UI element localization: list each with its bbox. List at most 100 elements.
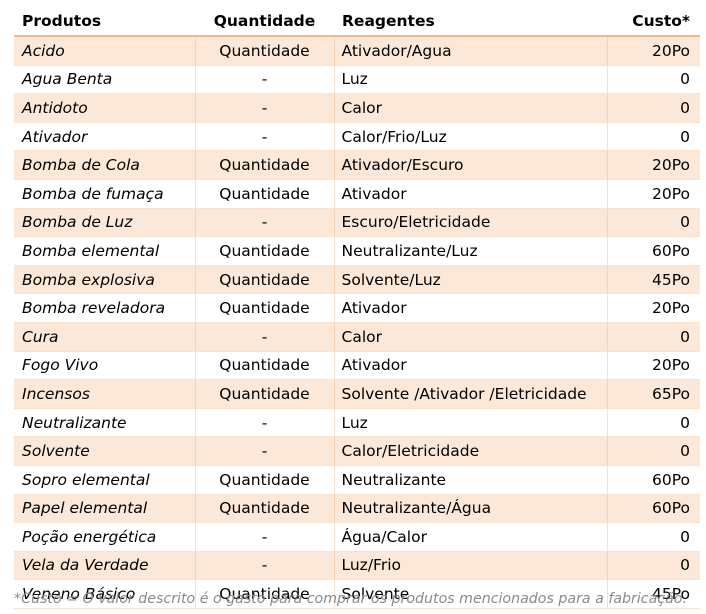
cost-cell: 60Po <box>606 494 700 524</box>
cost-cell: 20Po <box>606 36 700 66</box>
table-row: Fogo Vivo Quantidade Ativador 20Po <box>14 351 700 381</box>
cost-cell: 60Po <box>606 465 700 495</box>
table-body: Acido Quantidade Ativador/Agua 20Po Agua Be… <box>14 36 700 609</box>
cost-cell: 60Po <box>606 236 700 266</box>
table-row: Acido Quantidade Ativador/Agua 20Po <box>14 36 700 66</box>
cost-cell: 0 <box>606 208 700 238</box>
reagents-cell: Calor/Eletricidade <box>333 436 607 466</box>
product-cell: Antidoto <box>14 93 195 123</box>
cost-cell: 0 <box>606 436 700 466</box>
quantity-cell: - <box>194 322 334 352</box>
table-row: Bomba elemental Quantidade Neutralizante/L… <box>14 236 700 266</box>
table-row: Cura - Calor 0 <box>14 322 700 352</box>
table-row: Bomba de fumaça Quantidade Ativador 20Po <box>14 179 700 209</box>
product-cell: Agua Benta <box>14 65 195 95</box>
cost-cell: 0 <box>606 122 700 152</box>
table-row: Poção energética - Água/Calor 0 <box>14 522 700 552</box>
product-cell: Incensos <box>14 379 195 409</box>
product-cell: Bomba de fumaça <box>14 179 195 209</box>
cost-cell: 0 <box>606 65 700 95</box>
product-cell: Papel elemental <box>14 494 195 524</box>
quantity-cell: Quantidade <box>194 179 334 209</box>
quantity-cell: Quantidade <box>194 379 334 409</box>
table-row: Papel elemental Quantidade Neutralizante/Á… <box>14 494 700 524</box>
footnote: *Custo = O valor descrito é o gasto para… <box>14 591 687 607</box>
quantity-cell: Quantidade <box>194 36 334 66</box>
table-row: Sopro elemental Quantidade Neutralizante 60… <box>14 465 700 495</box>
quantity-cell: - <box>194 208 334 238</box>
table-row: Bomba de Cola Quantidade Ativador/Escuro 20… <box>14 150 700 180</box>
quantity-cell: Quantidade <box>194 465 334 495</box>
table-row: Bomba explosiva Quantidade Solvente/Luz 45P… <box>14 265 700 295</box>
product-cell: Bomba reveladora <box>14 293 195 323</box>
table-row: Bomba de Luz - Escuro/Eletricidade 0 <box>14 208 700 238</box>
product-cell: Neutralizante <box>14 408 195 438</box>
table-row: Vela da Verdade - Luz/Frio 0 <box>14 551 700 581</box>
product-cell: Bomba explosiva <box>14 265 195 295</box>
quantity-cell: - <box>194 551 334 581</box>
reagents-cell: Neutralizante/Luz <box>333 236 607 266</box>
quantity-cell: Quantidade <box>194 494 334 524</box>
cost-cell: 20Po <box>606 351 700 381</box>
product-cell: Ativador <box>14 122 195 152</box>
header-products: Produtos <box>14 6 195 37</box>
header-quantity: Quantidade <box>195 6 334 37</box>
cost-cell: 20Po <box>606 293 700 323</box>
quantity-cell: Quantidade <box>194 236 334 266</box>
header-cost: Custo* <box>607 6 700 37</box>
product-cell: Veneno Básico <box>14 579 195 609</box>
reagents-cell: Neutralizante/Água <box>333 494 607 524</box>
cost-cell: 45Po <box>606 265 700 295</box>
table-row: Solvente - Calor/Eletricidade 0 <box>14 436 700 466</box>
reagents-cell: Solvente <box>333 579 607 609</box>
cost-cell: 0 <box>606 522 700 552</box>
table-row: Incensos Quantidade Solvente /Ativador /El… <box>14 379 700 409</box>
cost-cell: 65Po <box>606 379 700 409</box>
products-table: Produtos Quantidade Reagentes Custo* Aci… <box>14 6 700 609</box>
reagents-cell: Água/Calor <box>333 522 607 552</box>
cost-cell: 0 <box>606 408 700 438</box>
product-cell: Bomba de Cola <box>14 150 195 180</box>
cost-cell: 0 <box>606 93 700 123</box>
table-row: Bomba reveladora Quantidade Ativador 20Po <box>14 293 700 323</box>
product-cell: Bomba de Luz <box>14 208 195 238</box>
reagents-cell: Luz <box>333 408 607 438</box>
reagents-cell: Luz <box>333 65 607 95</box>
reagents-cell: Ativador <box>333 179 607 209</box>
cost-cell: 20Po <box>606 179 700 209</box>
quantity-cell: Quantidade <box>194 351 334 381</box>
header-reagents: Reagentes <box>334 6 607 37</box>
product-cell: Cura <box>14 322 195 352</box>
cost-cell: 0 <box>606 551 700 581</box>
cost-cell: 20Po <box>606 150 700 180</box>
product-cell: Bomba elemental <box>14 236 195 266</box>
quantity-cell: - <box>194 93 334 123</box>
cost-cell: 0 <box>606 322 700 352</box>
quantity-cell: - <box>194 65 334 95</box>
reagents-cell: Luz/Frio <box>333 551 607 581</box>
reagents-cell: Solvente/Luz <box>333 265 607 295</box>
quantity-cell: Quantidade <box>194 293 334 323</box>
quantity-cell: Quantidade <box>194 579 334 609</box>
product-cell: Poção energética <box>14 522 195 552</box>
product-cell: Fogo Vivo <box>14 351 195 381</box>
quantity-cell: - <box>194 122 334 152</box>
table-row: Veneno Básico Quantidade Solvente 45Po <box>14 579 700 609</box>
quantity-cell: - <box>194 522 334 552</box>
reagents-cell: Calor <box>333 322 607 352</box>
product-cell: Acido <box>14 36 195 66</box>
reagents-cell: Calor/Frio/Luz <box>333 122 607 152</box>
quantity-cell: - <box>194 408 334 438</box>
reagents-cell: Ativador <box>333 351 607 381</box>
reagents-cell: Escuro/Eletricidade <box>333 208 607 238</box>
product-cell: Sopro elemental <box>14 465 195 495</box>
reagents-cell: Neutralizante <box>333 465 607 495</box>
table-row: Agua Benta - Luz 0 <box>14 65 700 95</box>
table-row: Ativador - Calor/Frio/Luz 0 <box>14 122 700 152</box>
reagents-cell: Solvente /Ativador /Eletricidade <box>333 379 607 409</box>
reagents-cell: Ativador <box>333 293 607 323</box>
product-cell: Vela da Verdade <box>14 551 195 581</box>
table-row: Antidoto - Calor 0 <box>14 93 700 123</box>
table-row: Neutralizante - Luz 0 <box>14 408 700 438</box>
quantity-cell: Quantidade <box>194 265 334 295</box>
